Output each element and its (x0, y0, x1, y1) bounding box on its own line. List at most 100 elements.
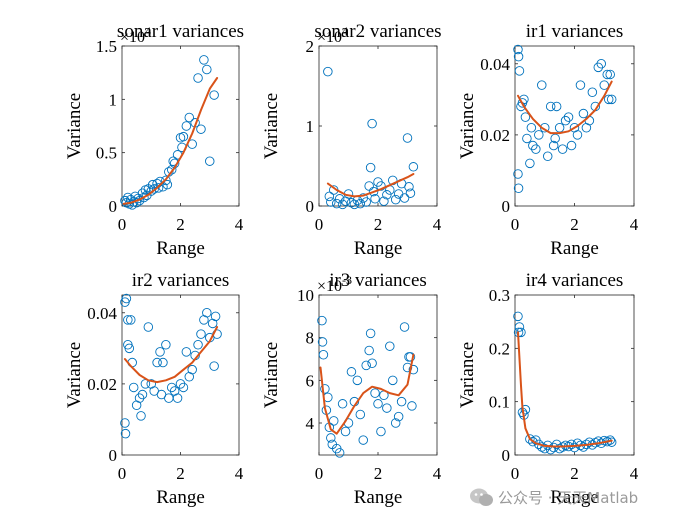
data-point (408, 162, 419, 172)
data-point (162, 179, 173, 190)
data-point (334, 194, 345, 204)
y-tick-label: 0.04 (87, 304, 117, 323)
y-tick-label: 1.5 (96, 37, 117, 56)
y-tick-label: 0.04 (480, 55, 510, 74)
data-point (368, 186, 379, 197)
y-tick-label: 0.02 (480, 126, 510, 145)
x-tick-label: 2 (176, 215, 185, 234)
data-point (367, 358, 377, 369)
data-point (572, 130, 583, 140)
data-point (172, 393, 183, 403)
y-tick-label: 2 (306, 37, 315, 56)
axes-box (318, 294, 438, 456)
y-tick-label: 4 (306, 414, 315, 433)
data-point (146, 379, 156, 389)
data-point (390, 418, 401, 428)
data-point (376, 181, 386, 191)
data-point (178, 131, 189, 142)
subplot-title: sonar1 variances (117, 21, 244, 42)
data-point (396, 396, 407, 407)
wechat-icon (470, 488, 493, 506)
data-point (526, 123, 537, 133)
scatter-series (120, 293, 222, 439)
data-point (514, 66, 525, 76)
data-point (318, 349, 329, 360)
data-point (202, 308, 212, 318)
y-axis-label: Variance (457, 93, 478, 159)
data-point (606, 94, 617, 105)
data-point (399, 322, 410, 332)
y-tick-label: 0.5 (96, 144, 117, 163)
data-point (367, 118, 377, 129)
data-point (121, 293, 132, 304)
data-point (513, 44, 523, 55)
data-point (340, 426, 351, 437)
data-point (209, 90, 219, 100)
data-point (399, 193, 410, 203)
data-point (550, 133, 560, 144)
y-exponent-label: ×104 (120, 24, 151, 46)
data-point (522, 133, 532, 144)
x-tick-label: 0 (511, 464, 520, 483)
data-point (204, 156, 215, 166)
data-point (548, 140, 559, 151)
data-point (153, 183, 164, 193)
data-point (352, 375, 363, 386)
data-point (193, 340, 203, 350)
y-tick-label: 0.2 (489, 339, 510, 358)
x-axis-label: Range (550, 238, 599, 259)
x-axis-label: Range (550, 487, 599, 508)
data-point (382, 403, 392, 413)
data-point (593, 62, 604, 73)
data-point (605, 69, 615, 80)
data-point (158, 357, 168, 368)
scatter-series (513, 44, 617, 193)
data-point (178, 382, 189, 393)
data-point (525, 158, 535, 169)
data-point (358, 435, 369, 445)
data-point (513, 183, 524, 193)
fit-curve (123, 326, 219, 384)
data-point (563, 112, 574, 122)
y-axis-label: Variance (261, 93, 282, 159)
data-point (334, 448, 345, 458)
fit-curve (122, 77, 219, 205)
x-axis-label: Range (156, 238, 205, 259)
data-point (520, 404, 531, 415)
data-point (531, 144, 541, 154)
x-tick-label: 2 (176, 464, 185, 483)
data-point (545, 101, 556, 112)
data-point (136, 411, 146, 421)
axes-box (514, 294, 635, 456)
y-tick-label: 8 (306, 329, 315, 348)
subplot-title: ir4 variances (526, 270, 624, 291)
axes-box (514, 45, 635, 207)
data-point (184, 112, 195, 123)
data-point (143, 322, 154, 332)
x-axis-label: Range (354, 238, 403, 259)
data-point (605, 435, 615, 445)
data-point (317, 315, 327, 326)
x-axis-label: Range (156, 487, 205, 508)
watermark: 公众号 · 天天Matlab (468, 484, 694, 510)
x-tick-label: 0 (315, 215, 324, 234)
x-tick-label: 2 (570, 464, 579, 483)
data-point (193, 73, 203, 83)
data-point (528, 436, 538, 447)
y-tick-label: 0.1 (489, 393, 510, 412)
data-point (355, 409, 366, 420)
data-point (123, 315, 133, 325)
fit-curve (326, 173, 415, 198)
data-point (528, 140, 538, 151)
y-axis-label: Variance (64, 93, 85, 159)
x-tick-label: 4 (235, 464, 244, 483)
data-point (320, 384, 330, 394)
x-tick-label: 0 (118, 464, 127, 483)
data-point (513, 311, 523, 322)
x-tick-label: 4 (433, 464, 442, 483)
data-point (575, 80, 586, 90)
x-tick-label: 4 (630, 215, 639, 234)
data-point (382, 190, 392, 200)
